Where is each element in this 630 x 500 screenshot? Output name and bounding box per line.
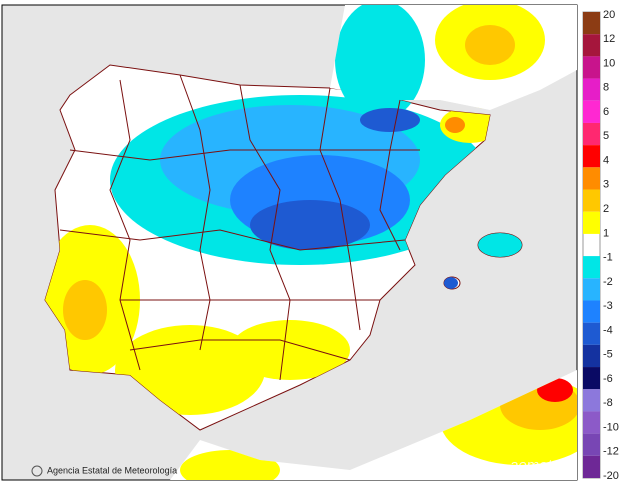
legend-label: 20 [603, 9, 615, 21]
legend-label: 4 [603, 154, 609, 166]
legend-swatch [583, 211, 600, 234]
legend-label: -10 [603, 421, 619, 433]
legend-swatch [583, 145, 600, 168]
legend-swatch [583, 12, 600, 35]
legend-swatch [583, 344, 600, 368]
legend-swatch [583, 389, 600, 412]
legend-swatch [583, 100, 600, 123]
legend-swatch [583, 167, 600, 190]
anomaly-fields [45, 5, 577, 480]
watermark: aemet [510, 457, 553, 474]
legend-label: -2 [603, 276, 613, 288]
legend-swatch [583, 433, 600, 456]
legend-label: -5 [603, 349, 613, 361]
legend-swatch [583, 78, 600, 101]
legend-label: -6 [603, 373, 613, 385]
legend: 20 12 10 8 6 5 4 3 2 1 -1 -2 -3 -4 -5 -6 -8 -10 -12 -20 [582, 9, 619, 482]
legend-label: 3 [603, 179, 609, 191]
legend-label: 2 [603, 203, 609, 215]
legend-swatch [583, 278, 600, 301]
legend-label: 8 [603, 82, 609, 94]
legend-swatch [583, 122, 600, 146]
legend-swatch [583, 56, 600, 79]
legend-swatch [583, 411, 600, 434]
province-borders [59, 74, 420, 381]
legend-swatch [583, 322, 600, 345]
legend-swatch [583, 367, 600, 390]
legend-swatch [583, 256, 600, 279]
legend-label: -1 [603, 252, 613, 264]
legend-label: 1 [603, 227, 609, 239]
legend-label: 10 [603, 57, 615, 69]
legend-label: -12 [603, 446, 619, 458]
legend-swatch [583, 300, 600, 323]
legend-label: -3 [603, 300, 613, 312]
legend-swatch [583, 34, 600, 57]
legend-label: 12 [603, 33, 615, 45]
legend-swatch [583, 189, 600, 212]
legend-label: 5 [603, 130, 609, 142]
legend-label: -20 [603, 470, 619, 482]
legend-label: -8 [603, 397, 613, 409]
legend-swatch [583, 455, 600, 478]
attribution: Agencia Estatal de Meteorología [47, 465, 177, 475]
legend-label: -4 [603, 324, 613, 336]
logo-icon [31, 465, 43, 477]
legend-label: 6 [603, 106, 609, 118]
